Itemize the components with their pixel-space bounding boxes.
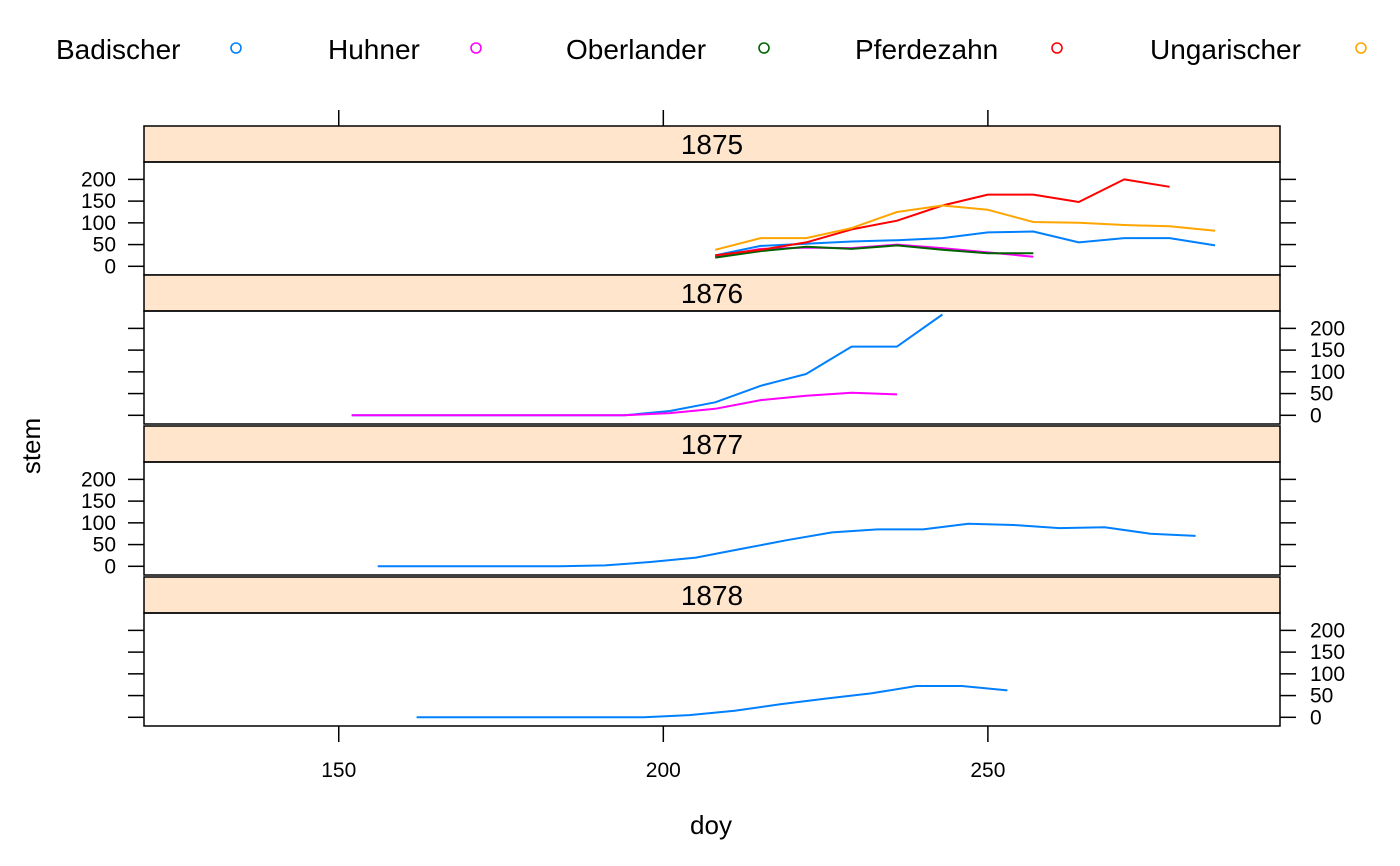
panel-plot-area [143, 161, 1281, 276]
y-tick-label: 200 [81, 168, 116, 191]
y-tick-label: 50 [1310, 383, 1333, 406]
panel-plot-area [143, 310, 1281, 425]
y-tick-label: 0 [104, 255, 116, 278]
y-tick-label: 50 [1310, 685, 1333, 708]
plot-panels: 1875050100150200187605010015020018770501… [81, 125, 1345, 729]
panel-strip [143, 274, 1281, 312]
series-line-badischer-1877 [377, 522, 1196, 568]
series-line-badischer-1876 [351, 313, 943, 417]
legend-marker [1355, 42, 1367, 54]
y-tick-label: 0 [1310, 706, 1322, 729]
y-tick-label: 50 [93, 234, 116, 257]
legend-item-ungarischer: Ungarischer [1150, 34, 1367, 65]
legend: Badischer Huhner Oberlander Pferdezahn Ungar… [56, 34, 1367, 65]
legend-marker [470, 42, 482, 54]
series-line-huhner-1876 [351, 391, 898, 417]
panel-strip [143, 425, 1281, 463]
legend-item-pferdezahn: Pferdezahn [855, 34, 1063, 65]
y-tick-label: 0 [104, 555, 116, 578]
legend-marker [758, 42, 770, 54]
y-tick-label: 200 [81, 468, 116, 491]
legend-label: Ungarischer [1150, 34, 1301, 65]
panel-strip [143, 125, 1281, 163]
legend-item-huhner: Huhner [328, 34, 482, 65]
series-line-oberlander-1875 [715, 244, 1034, 259]
legend-label: Badischer [56, 34, 181, 65]
panel-strip [143, 576, 1281, 614]
series-line-badischer-1878 [416, 685, 1008, 719]
y-tick-label: 150 [81, 490, 116, 513]
y-axis-title: stem [16, 418, 46, 474]
y-tick-label: 150 [1310, 641, 1345, 664]
y-tick-label: 150 [81, 190, 116, 213]
x-tick-label: 150 [321, 759, 356, 782]
panel-strip-label: 1878 [681, 580, 743, 611]
legend-item-badischer: Badischer [56, 34, 242, 65]
y-tick-label: 100 [81, 512, 116, 535]
panel-strip-label: 1876 [681, 278, 743, 309]
series-line-ungarischer-1875 [714, 204, 1216, 251]
y-tick-label: 100 [1310, 361, 1345, 384]
axes: 150 200 250 [321, 110, 1005, 782]
y-tick-label: 50 [93, 534, 116, 557]
panel-plot-area [143, 612, 1281, 727]
y-tick-label: 200 [1310, 619, 1345, 642]
legend-marker [230, 42, 242, 54]
y-tick-label: 100 [81, 212, 116, 235]
legend-label: Huhner [328, 34, 420, 65]
legend-label: Oberlander [566, 34, 706, 65]
legend-item-oberlander: Oberlander [566, 34, 770, 65]
y-tick-label: 0 [1310, 404, 1322, 427]
panel-strip-label: 1877 [681, 429, 743, 460]
x-tick-label: 250 [970, 759, 1005, 782]
legend-marker [1051, 42, 1063, 54]
x-tick-label: 200 [646, 759, 681, 782]
x-axis-title: doy [690, 810, 732, 840]
panel-plot-area [143, 461, 1281, 576]
y-tick-label: 150 [1310, 339, 1345, 362]
legend-label: Pferdezahn [855, 34, 998, 65]
y-tick-label: 100 [1310, 663, 1345, 686]
y-tick-label: 200 [1310, 317, 1345, 340]
panel-strip-label: 1875 [681, 129, 743, 160]
